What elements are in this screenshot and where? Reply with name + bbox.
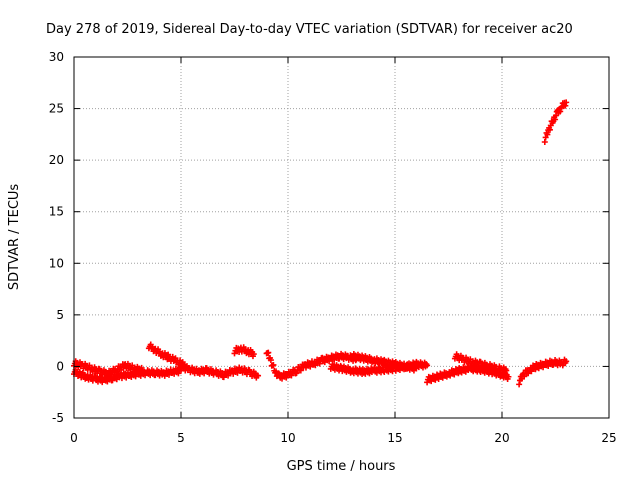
data-point bbox=[541, 138, 548, 145]
plot-frame bbox=[73, 56, 610, 419]
y-axis: -5 0 5 10 15 20 25 30 bbox=[49, 50, 609, 425]
x-tick-label: 5 bbox=[177, 431, 185, 445]
x-tick-label: 0 bbox=[70, 431, 78, 445]
y-tick-label: 15 bbox=[49, 205, 64, 219]
data-point bbox=[563, 99, 570, 106]
data-point bbox=[139, 367, 146, 374]
data-point bbox=[250, 351, 257, 358]
grid bbox=[74, 57, 609, 418]
data-point bbox=[505, 373, 512, 380]
chart-title: Day 278 of 2019, Sidereal Day-to-day VTE… bbox=[46, 22, 573, 37]
data-point bbox=[270, 361, 277, 368]
y-tick-label: 25 bbox=[49, 102, 64, 116]
y-tick-label: -5 bbox=[52, 411, 64, 425]
x-axis: 0 5 10 15 20 25 bbox=[70, 57, 617, 445]
x-tick-label: 15 bbox=[387, 431, 402, 445]
y-tick-label: 5 bbox=[56, 308, 64, 322]
data-point bbox=[552, 116, 559, 123]
y-tick-label: 30 bbox=[49, 50, 64, 64]
y-tick-label: 10 bbox=[49, 256, 64, 270]
x-axis-label: GPS time / hours bbox=[287, 459, 396, 474]
data-point bbox=[267, 357, 274, 364]
data-point bbox=[544, 131, 551, 138]
data-point bbox=[503, 367, 510, 374]
data-point bbox=[563, 358, 570, 365]
data-points bbox=[71, 99, 570, 388]
data-point bbox=[562, 102, 569, 109]
y-tick-label: 0 bbox=[56, 359, 64, 373]
data-point bbox=[557, 108, 564, 115]
data-point bbox=[521, 373, 528, 380]
data-point bbox=[516, 381, 523, 388]
x-tick-label: 25 bbox=[601, 431, 616, 445]
x-tick-label: 20 bbox=[494, 431, 509, 445]
data-point bbox=[255, 372, 262, 379]
y-axis-label: SDTVAR / TECUs bbox=[7, 184, 22, 291]
y-tick-label: 20 bbox=[49, 153, 64, 167]
data-point bbox=[413, 365, 420, 372]
data-point bbox=[546, 126, 553, 133]
data-point bbox=[265, 349, 272, 356]
data-point bbox=[424, 362, 431, 369]
x-tick-label: 10 bbox=[280, 431, 295, 445]
